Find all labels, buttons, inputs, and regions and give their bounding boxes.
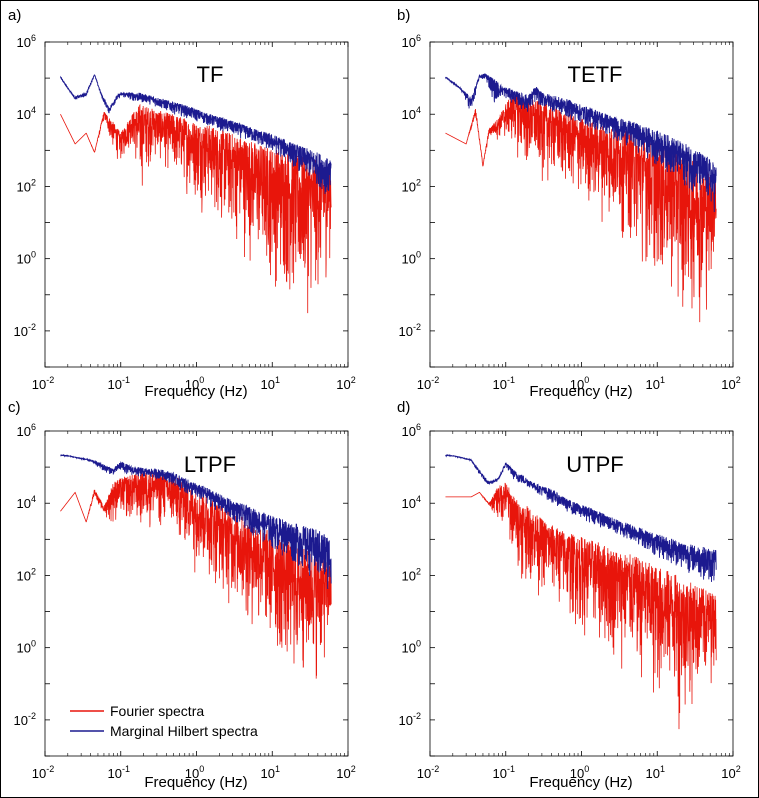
panel-b-fourier-line (445, 93, 717, 323)
panel-a-title: TF (197, 62, 224, 87)
legend-fourier-label: Fourier spectra (110, 703, 204, 719)
panel-b-label: b) (397, 7, 410, 24)
panel-d-hilbert-line (445, 454, 717, 582)
panel-d-xlabel: Frequency (Hz) (529, 774, 632, 791)
panel-c-title: LTPF (184, 452, 236, 477)
panel-c-xlabel: Frequency (Hz) (144, 774, 247, 791)
panel-d-fourier-line (445, 482, 717, 730)
panel-b-title: TETF (568, 62, 623, 87)
panel-a-label: a) (8, 7, 21, 24)
panel-a-fourier-line (60, 104, 332, 314)
panel-b-hilbert-line (445, 72, 717, 213)
panel-d: d) UTPF Frequency (Hz) 10-2 10-1 100 101 102… (397, 399, 741, 791)
panel-d-title: UTPF (566, 452, 623, 477)
panel-b-xlabel: Frequency (Hz) (529, 383, 632, 400)
panel-c: c) LTPF Frequency (Hz) 10-2 10-1 100 101 102… (8, 399, 356, 791)
panel-a-xlabel: Frequency (Hz) (144, 383, 247, 400)
panel-c-hilbert-line (60, 453, 332, 590)
panel-c-fourier-line (60, 470, 332, 679)
panel-d-label: d) (397, 399, 410, 416)
legend-hilbert-label: Marginal Hilbert spectra (110, 723, 258, 739)
legend: Fourier spectra Marginal Hilbert spectra (70, 703, 258, 739)
panel-c-label: c) (8, 399, 21, 416)
panel-a-hilbert-line (60, 74, 332, 195)
